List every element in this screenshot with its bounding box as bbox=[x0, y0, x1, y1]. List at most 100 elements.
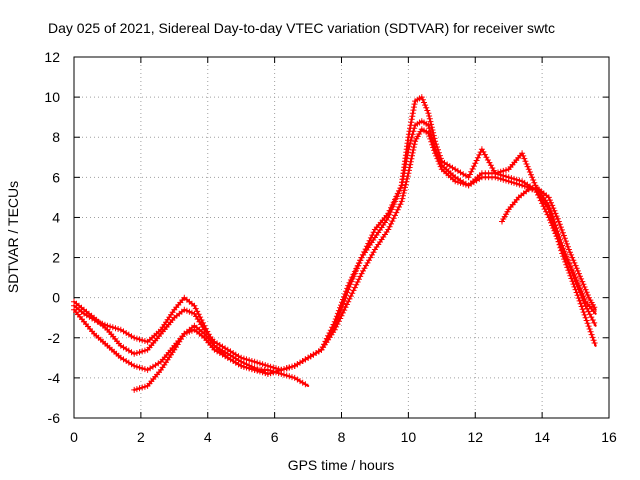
data-point bbox=[582, 302, 589, 309]
y-axis-title: SDTVAR / TECUs bbox=[5, 181, 21, 293]
data-point bbox=[552, 210, 559, 217]
data-point bbox=[581, 311, 588, 318]
data-point bbox=[525, 166, 532, 173]
data-point bbox=[591, 340, 598, 346]
data-point bbox=[567, 264, 574, 271]
data-point bbox=[283, 365, 290, 372]
data-point bbox=[407, 125, 413, 132]
data-point bbox=[550, 216, 557, 223]
data-point bbox=[358, 270, 365, 277]
data-point bbox=[331, 318, 338, 325]
data-point bbox=[573, 281, 580, 288]
x-tick-label: 0 bbox=[70, 429, 78, 445]
data-point bbox=[431, 135, 438, 142]
data-point bbox=[555, 231, 562, 238]
data-point bbox=[585, 308, 592, 315]
data-point bbox=[398, 198, 405, 205]
data-point bbox=[406, 167, 412, 174]
data-point bbox=[419, 96, 426, 103]
data-point bbox=[409, 110, 416, 117]
data-point bbox=[329, 324, 336, 331]
data-point bbox=[387, 209, 394, 216]
data-point bbox=[526, 169, 533, 175]
data-point bbox=[564, 256, 571, 263]
data-point bbox=[109, 324, 116, 331]
data-point bbox=[470, 163, 477, 170]
data-point bbox=[264, 366, 271, 373]
data-point bbox=[565, 246, 572, 253]
data-point bbox=[583, 317, 590, 324]
data-point bbox=[342, 291, 349, 297]
data-point bbox=[548, 211, 555, 217]
data-point bbox=[575, 270, 582, 277]
data-point bbox=[278, 370, 285, 377]
data-point bbox=[335, 307, 342, 314]
data-point bbox=[248, 358, 255, 364]
data-point bbox=[399, 195, 406, 202]
data-point bbox=[582, 286, 589, 293]
data-point bbox=[402, 181, 409, 188]
data-point bbox=[466, 171, 473, 178]
series-track-5 bbox=[499, 186, 598, 311]
data-point bbox=[131, 350, 138, 357]
data-point bbox=[576, 297, 583, 304]
data-point bbox=[343, 301, 350, 308]
data-point bbox=[460, 180, 467, 187]
data-point bbox=[578, 292, 585, 298]
data-point bbox=[388, 220, 394, 227]
y-tick-label: 2 bbox=[52, 250, 60, 266]
data-point bbox=[589, 317, 596, 323]
data-point bbox=[139, 337, 146, 344]
data-point bbox=[339, 299, 345, 306]
data-point bbox=[425, 110, 432, 117]
data-point bbox=[357, 273, 364, 280]
data-point bbox=[267, 367, 274, 374]
y-tick-label: 12 bbox=[44, 49, 60, 65]
data-point bbox=[107, 323, 114, 330]
data-point bbox=[492, 170, 499, 177]
series-track-3 bbox=[71, 94, 598, 373]
data-point bbox=[407, 122, 414, 129]
data-point bbox=[503, 173, 509, 180]
series-track-4 bbox=[131, 322, 310, 393]
data-point bbox=[513, 176, 520, 183]
y-tick-label: -6 bbox=[48, 410, 61, 426]
data-point bbox=[516, 177, 523, 184]
data-point bbox=[476, 151, 483, 158]
data-point bbox=[325, 332, 332, 339]
data-point bbox=[275, 370, 282, 377]
data-point bbox=[435, 149, 442, 156]
data-point bbox=[500, 167, 507, 174]
data-point bbox=[553, 213, 560, 220]
data-point bbox=[544, 211, 551, 218]
data-point bbox=[505, 174, 512, 181]
data-point bbox=[248, 366, 255, 373]
data-point bbox=[582, 314, 589, 321]
data-point bbox=[579, 294, 586, 301]
data-point bbox=[431, 147, 438, 154]
data-point bbox=[570, 257, 577, 264]
data-point bbox=[554, 228, 561, 235]
data-point bbox=[345, 282, 352, 289]
data-point bbox=[586, 311, 593, 318]
data-point bbox=[396, 204, 402, 210]
data-point bbox=[563, 240, 570, 247]
data-point bbox=[572, 262, 579, 269]
data-point bbox=[574, 267, 581, 274]
data-point bbox=[584, 320, 591, 327]
data-point bbox=[559, 242, 566, 249]
data-point bbox=[503, 167, 509, 174]
data-point bbox=[435, 146, 441, 153]
data-point bbox=[574, 284, 581, 290]
data-point bbox=[337, 304, 343, 311]
data-point bbox=[400, 192, 406, 199]
data-point bbox=[561, 235, 568, 242]
data-point bbox=[561, 248, 568, 255]
data-point bbox=[141, 383, 148, 390]
data-point bbox=[394, 193, 401, 200]
data-point bbox=[411, 141, 418, 148]
data-point bbox=[563, 253, 570, 260]
data-point bbox=[423, 104, 430, 111]
data-point bbox=[570, 273, 577, 280]
